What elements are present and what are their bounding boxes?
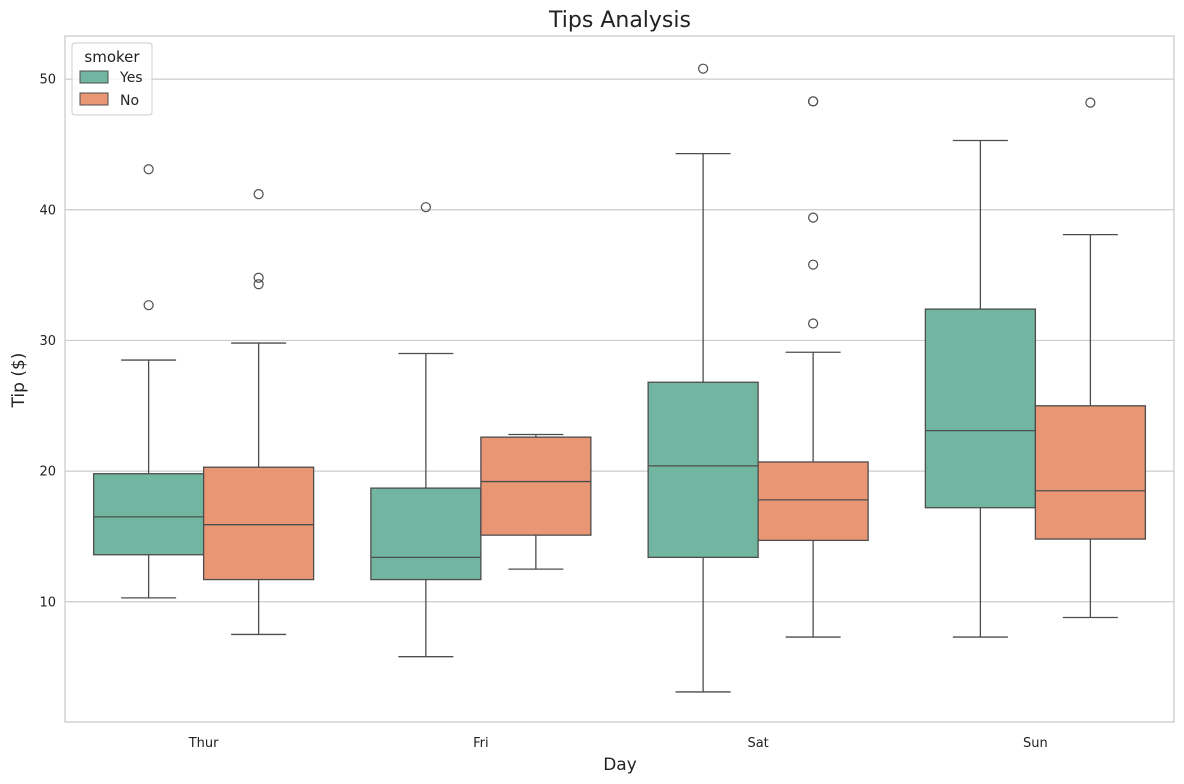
box-sun-yes-iqr [924, 308, 1037, 509]
box-sun-no-outlier-0 [1085, 97, 1096, 108]
box-sat-no-outlier-0 [808, 318, 819, 329]
y-tick-labels: 10 20 30 40 50 [39, 73, 56, 611]
box-groups [92, 63, 1147, 693]
y-tick-label-30: 30 [39, 334, 56, 349]
box-sat-yes [647, 63, 759, 693]
box-sat-no [757, 96, 869, 638]
box-sat-no-iqr [757, 461, 869, 542]
box-fri-no [480, 433, 592, 570]
plot-frame [64, 35, 1175, 723]
legend-label-yes: Yes [119, 70, 143, 86]
legend-title: smoker [84, 48, 140, 66]
legend-label-no: No [120, 93, 139, 109]
box-thur-yes-outlier-0 [143, 300, 154, 311]
box-sun-no [1034, 97, 1147, 619]
x-tick-labels: Thur Fri Sat Sun [188, 736, 1048, 751]
y-tick-label-50: 50 [39, 73, 56, 88]
legend-swatch-no [79, 92, 109, 106]
box-thur-no [202, 189, 315, 636]
box-sat-no-outlier-2 [808, 212, 819, 223]
x-tick-label-fri: Fri [473, 736, 489, 751]
box-sun-yes [924, 139, 1037, 638]
box-sun-no-iqr [1034, 405, 1147, 540]
y-tick-label-40: 40 [39, 203, 56, 218]
box-fri-no-iqr [480, 436, 592, 536]
box-thur-no-outlier-0 [253, 279, 264, 290]
box-thur-yes [92, 164, 205, 599]
y-tick-label-10: 10 [39, 595, 56, 610]
box-sat-no-outlier-4 [808, 96, 819, 107]
legend: smoker Yes No [71, 42, 153, 116]
box-fri-yes-outlier-0 [420, 202, 431, 213]
x-axis-title: Day [603, 755, 637, 775]
x-tick-label-thur: Thur [188, 736, 219, 751]
y-tick-label-20: 20 [39, 465, 56, 480]
box-fri-yes-iqr [370, 487, 482, 581]
box-fri-yes [370, 202, 482, 658]
y-axis-title: Tip ($) [9, 353, 29, 409]
box-thur-yes-iqr [92, 473, 205, 556]
x-tick-label-sun: Sun [1023, 736, 1048, 751]
box-sat-no-outlier-1 [808, 259, 819, 270]
box-thur-no-outlier-1 [253, 272, 264, 283]
legend-swatch-yes [79, 70, 109, 84]
box-thur-no-iqr [202, 466, 315, 581]
chart-title: Tips Analysis [548, 8, 691, 33]
box-sat-yes-outlier-0 [698, 63, 709, 74]
box-sat-yes-iqr [647, 381, 759, 559]
box-thur-no-outlier-2 [253, 189, 264, 200]
x-tick-label-sat: Sat [747, 736, 768, 751]
box-thur-yes-outlier-1 [143, 164, 154, 175]
